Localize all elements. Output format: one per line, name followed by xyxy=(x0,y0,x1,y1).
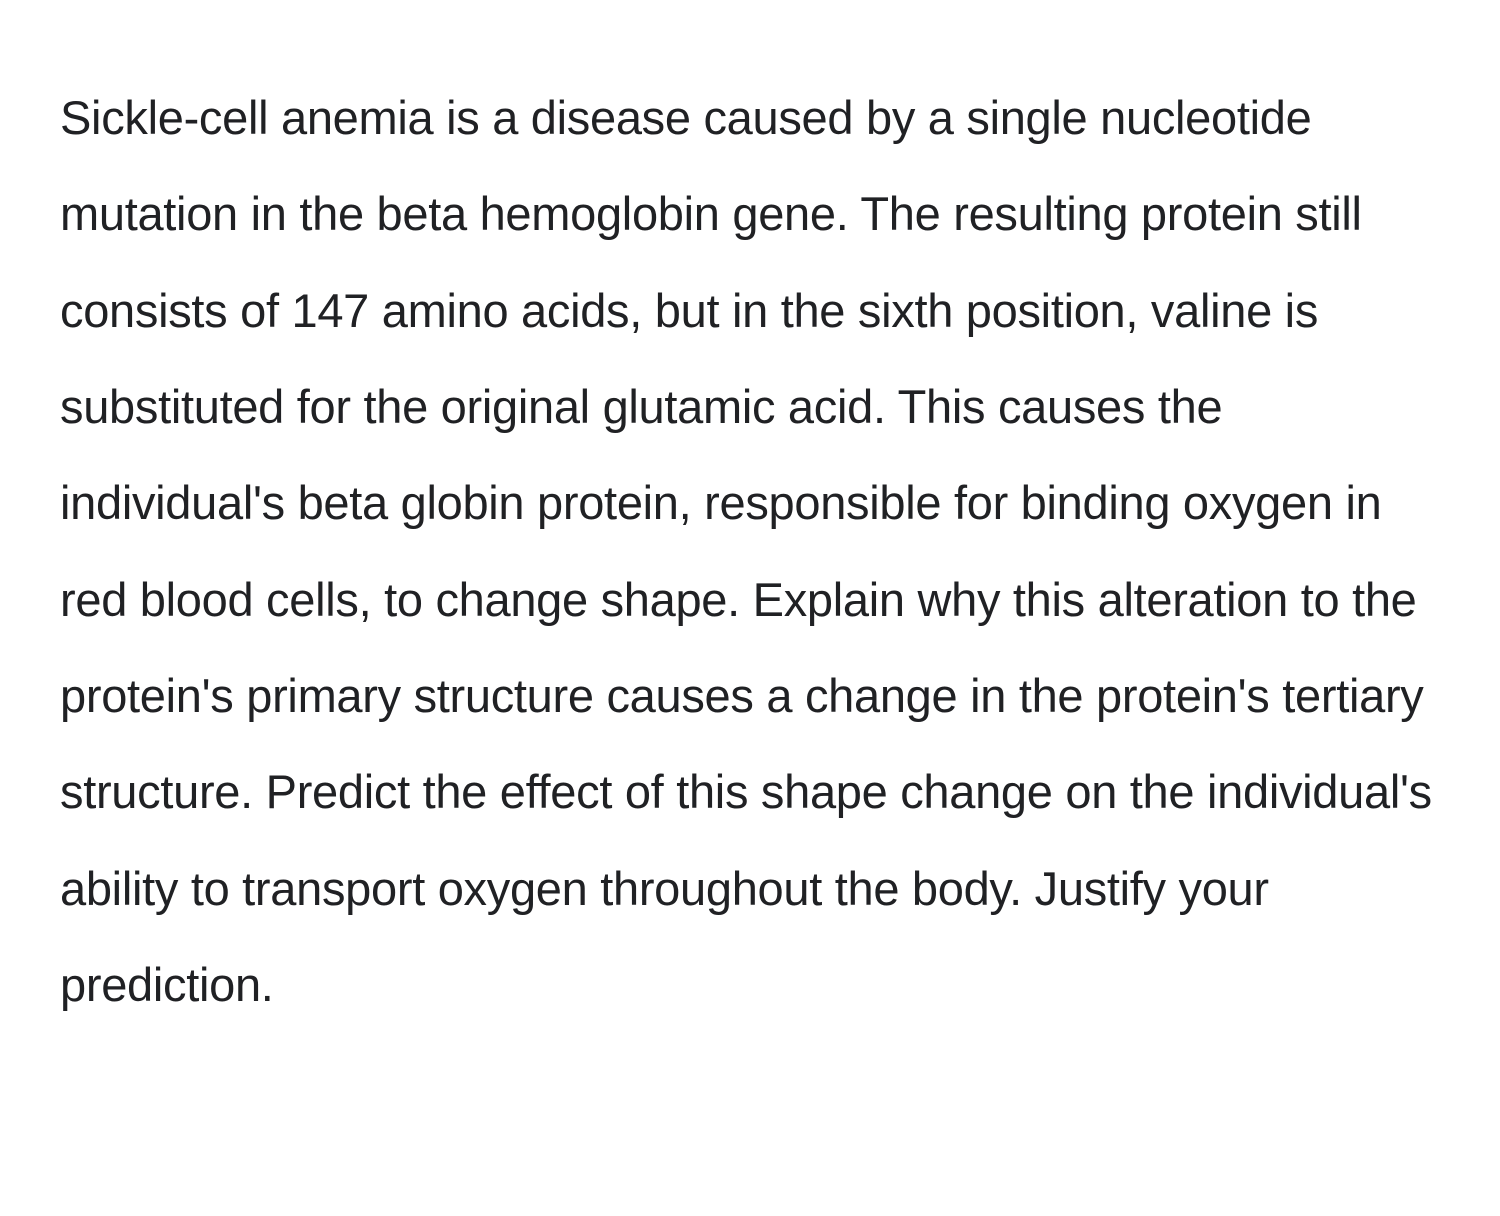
paragraph-text: Sickle-cell anemia is a disease caused b… xyxy=(60,70,1440,1033)
